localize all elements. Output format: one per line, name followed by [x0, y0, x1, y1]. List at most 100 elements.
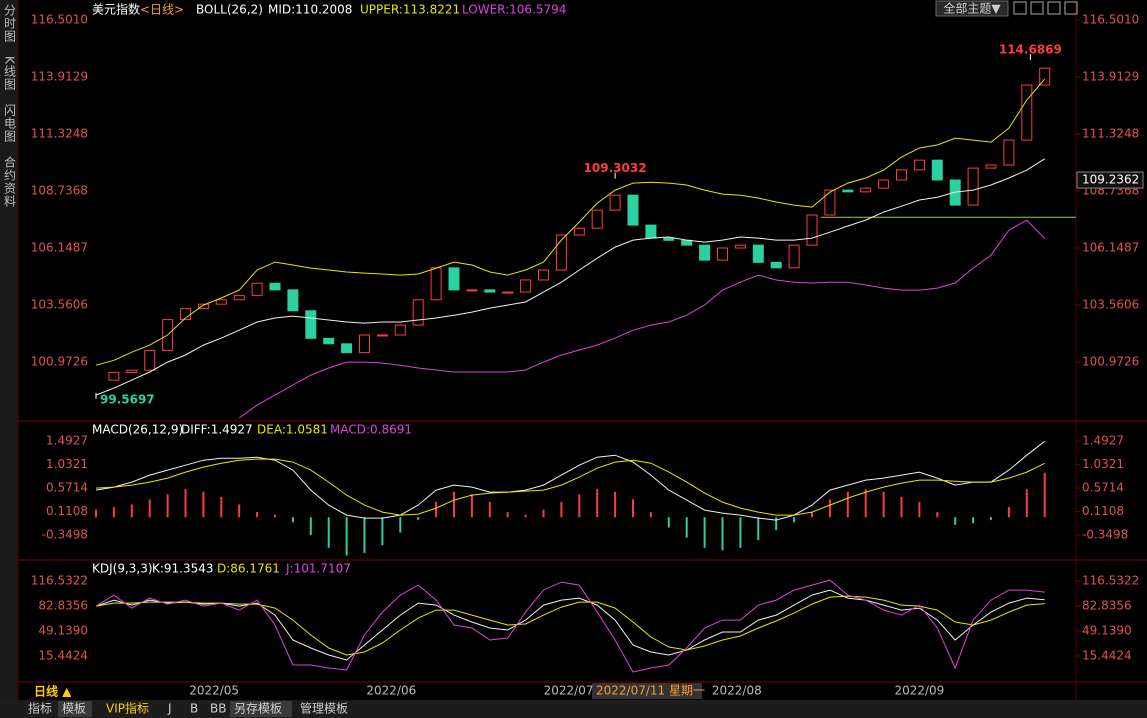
tab[interactable]: BB	[210, 702, 226, 716]
y-tick-label: 103.5606	[31, 298, 88, 312]
icon[interactable]	[1047, 1, 1061, 15]
y-tick-label: 82.8356	[38, 599, 88, 613]
candle	[609, 194, 621, 211]
candle	[466, 289, 478, 292]
legend-entry: K:91.3543	[152, 562, 214, 576]
candle	[931, 159, 943, 181]
extreme-label: 114.6869	[999, 43, 1062, 57]
candle	[144, 349, 156, 371]
tab[interactable]: VIP指标	[106, 701, 149, 716]
candle	[913, 159, 925, 171]
tab[interactable]: 另存模板	[234, 702, 282, 716]
y-tick-label: 1.0321	[1082, 457, 1124, 471]
side-tab[interactable]: 合约资料	[3, 155, 17, 208]
candle	[878, 179, 890, 189]
y-tick-label: -0.3498	[42, 528, 88, 542]
candle	[520, 279, 532, 293]
candle	[752, 244, 764, 263]
current-price: 109.2362	[1082, 173, 1139, 187]
y-tick-label: 15.4424	[1082, 648, 1132, 662]
tab[interactable]: 指标	[28, 701, 52, 716]
y-tick-label: 106.1487	[1082, 241, 1139, 255]
candle	[484, 289, 496, 293]
icon[interactable]	[1030, 1, 1044, 15]
candle	[627, 194, 639, 226]
y-tick-label: 0.5714	[1082, 481, 1124, 495]
y-tick-label: 49.1390	[38, 624, 88, 638]
y-tick-label: 100.9726	[31, 355, 88, 369]
candle	[305, 310, 317, 339]
indicator-line	[95, 579, 1045, 673]
indicator-line	[95, 595, 1045, 656]
y-tick-label: 0.1108	[1082, 504, 1124, 518]
candle	[573, 227, 585, 236]
indicator-line	[95, 440, 1046, 521]
side-tab[interactable]: 分时图	[3, 4, 17, 43]
candle	[555, 234, 567, 271]
x-tick-label: 2022/08	[712, 684, 762, 698]
x-tick-label: 2022/07	[544, 684, 594, 698]
y-tick-label: 103.5606	[1082, 298, 1139, 312]
candle	[251, 282, 263, 296]
candle	[699, 244, 711, 261]
icon[interactable]	[1013, 1, 1027, 15]
candle	[985, 164, 997, 169]
y-tick-label: 1.4927	[46, 434, 88, 448]
candle	[967, 167, 979, 206]
candle	[108, 371, 120, 381]
legend-entry: MID:110.2008	[268, 3, 352, 17]
candle	[162, 319, 174, 351]
candle	[269, 282, 281, 291]
y-tick-label: 113.9129	[31, 70, 88, 84]
indicator-line	[238, 219, 1046, 419]
legend-entry: 美元指数	[92, 2, 140, 17]
y-tick-label: 116.5322	[31, 574, 88, 588]
icon[interactable]	[1064, 1, 1078, 15]
y-tick-label: 100.9726	[1082, 355, 1139, 369]
tab[interactable]: 模板	[62, 702, 86, 716]
y-tick-label: 111.3248	[1082, 127, 1139, 141]
y-tick-label: 116.5010	[1082, 13, 1139, 27]
theme-button[interactable]	[935, 0, 1009, 17]
legend-entry: MACD:0.8691	[330, 423, 412, 437]
y-tick-label: 1.0321	[46, 457, 88, 471]
tab-highlight	[58, 701, 92, 717]
candle	[824, 189, 836, 216]
y-tick-label: 0.5714	[46, 481, 88, 495]
theme-label[interactable]: 全部主题▼	[943, 1, 1001, 16]
period[interactable]: 日线 ▲	[34, 684, 72, 699]
candle	[645, 224, 657, 239]
tab[interactable]: 管理模板	[300, 701, 348, 716]
legend-entry: <日线>	[140, 3, 184, 17]
current-price-box	[1076, 171, 1144, 189]
tab[interactable]: B	[190, 702, 198, 716]
y-tick-label: 15.4424	[38, 648, 88, 662]
candle	[412, 299, 424, 326]
legend-entry: J:101.7107	[285, 562, 351, 576]
candle	[717, 247, 728, 261]
x-tick-label: 2022/09	[894, 684, 944, 698]
legend-entry: LOWER:106.5794	[462, 3, 566, 17]
legend-entry: DEA:1.0581	[257, 423, 328, 437]
y-tick-label: 82.8356	[1082, 599, 1132, 613]
y-tick-label: 1.4927	[1082, 434, 1124, 448]
side-tab[interactable]: 闪电图	[3, 104, 17, 143]
candle	[502, 291, 514, 294]
candle	[359, 334, 370, 354]
left-toolbar	[0, 0, 18, 700]
candle	[323, 337, 335, 345]
candle	[860, 187, 872, 193]
candle	[788, 244, 800, 269]
candle	[896, 169, 907, 181]
y-tick-label: 49.1390	[1082, 624, 1132, 638]
x-tick-label: 2022/06	[366, 684, 416, 698]
side-tab[interactable]: K线图	[3, 56, 17, 91]
tab[interactable]: J	[167, 702, 172, 716]
legend-entry: MACD(26,12,9)	[92, 423, 183, 437]
window-icons	[1013, 1, 1078, 15]
legend-entry: KDJ(9,3,3)	[92, 562, 153, 576]
extreme-label: 99.5697	[100, 392, 155, 406]
legend-entry: UPPER:113.8221	[360, 3, 460, 17]
candle	[376, 334, 388, 337]
